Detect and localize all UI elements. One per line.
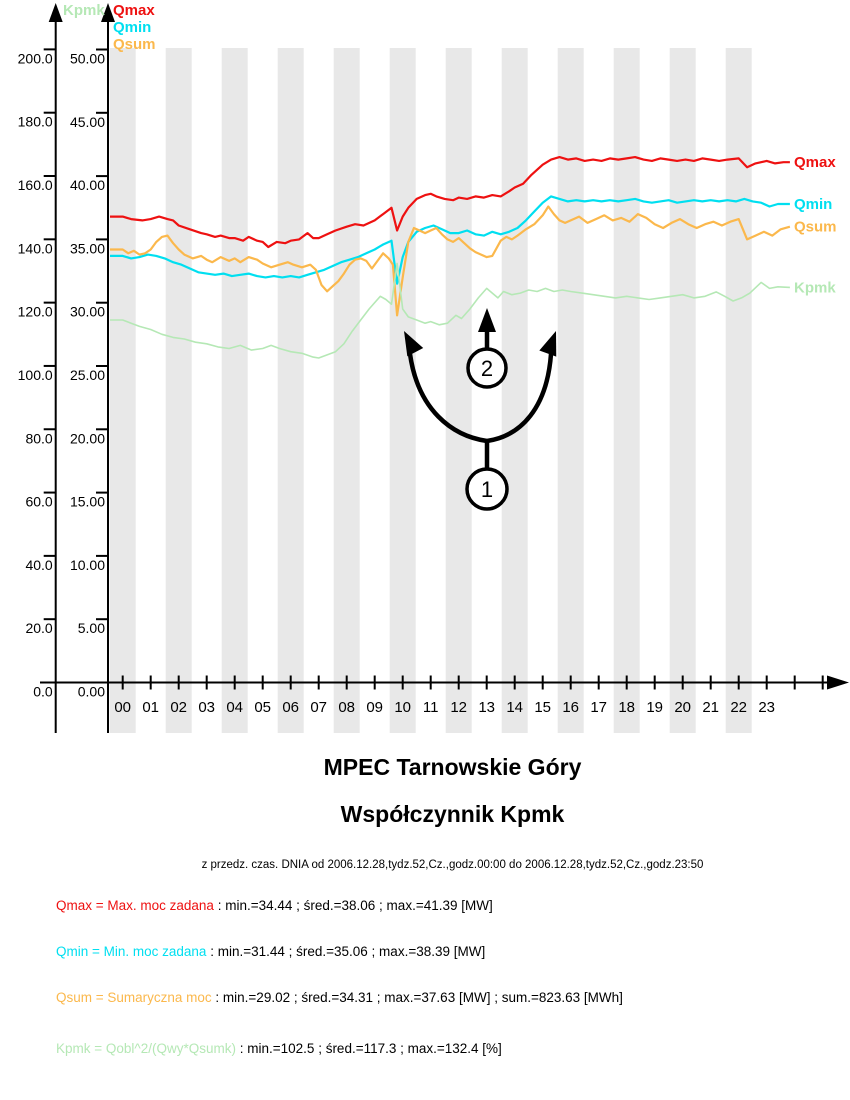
x-tick-label: 17 [590,699,607,716]
y-tick-label-left: 180.0 [18,114,53,130]
y-tick-label-right: 10.00 [70,557,105,573]
y-tick-label-left: 80.0 [25,430,52,446]
legend-kpmk-stats: : min.=102.5 ; śred.=117.3 ; max.=132.4 … [236,1041,502,1056]
x-tick-label: 15 [534,699,551,716]
hour-band [445,48,472,733]
y-tick-label-right: 0.00 [78,684,105,700]
y-tick-label-right: 45.00 [70,114,105,130]
x-tick-label: 06 [282,699,299,716]
legend-item-qmin: Qmin = Min. moc zadana : min.=31.44 ; śr… [56,944,485,959]
series-qmin [110,195,790,285]
x-tick-label: 23 [758,699,775,716]
legend-qmax-stats: : min.=34.44 ; śred.=38.06 ; max.=41.39 … [213,898,493,913]
hour-band [109,48,136,733]
legend-qmin-label: Qmin = Min. moc zadana [56,944,207,959]
hour-band [669,48,696,733]
legend-item-kpmk: Kpmk = Qobl^2/(Qwy*Qsumk) : min.=102.5 ;… [56,1041,502,1056]
x-tick-label: 21 [702,699,719,716]
x-tick-label: 10 [394,699,411,716]
annotation-circle [465,467,509,511]
x-tick-label: 07 [310,699,327,716]
hour-band [613,48,640,733]
x-tick-label: 18 [618,699,635,716]
legend-qmax-label: Qmax = Max. moc zadana [56,898,214,913]
x-tick-label: 22 [730,699,747,716]
annotation-arrowhead [478,308,496,332]
x-tick-label: 19 [646,699,663,716]
series-label-kpmk: Kpmk [794,279,836,296]
chart-title: MPEC Tarnowskie Góry [323,754,582,780]
y-tick-label-right: 20.00 [70,430,105,446]
y-tick-label-right: 30.00 [70,304,105,320]
x-tick-label: 14 [506,699,523,716]
x-tick-label: 02 [170,699,187,716]
series-label-qmin: Qmin [794,196,832,213]
x-tick-label: 11 [423,699,439,716]
right-axis-title: Qmax [113,2,155,19]
legend-qmin-stats: : min.=31.44 ; śred.=35.06 ; max.=38.39 … [206,944,486,959]
series-qmax [110,156,790,249]
legend-kpmk-label: Kpmk = Qobl^2/(Qwy*Qsumk) [56,1041,237,1056]
x-tick-label: 04 [226,699,243,716]
y-tick-label-left: 120.0 [18,304,53,320]
y-tick-label-left: 40.0 [25,557,52,573]
annotation-arrow [407,353,488,444]
series-label-qsum: Qsum [794,219,837,236]
hour-band [725,48,752,733]
annotation-number: 1 [481,477,493,502]
y-axis-right-arrow [101,3,115,22]
hour-band [333,48,360,733]
y-tick-label-right: 5.00 [78,620,105,636]
annotation-circle [466,347,508,389]
hour-band [277,48,304,733]
left-axis-title: Kpmk [63,2,105,19]
chart-plot: 0.0 20.0 40.0 60.0 80.0 100.0 120.0 140.0 160.0 1… [18,2,849,733]
x-tick-label: 01 [142,699,159,716]
x-tick-label: 03 [198,699,215,716]
y-tick-label-right: 50.00 [70,51,105,67]
x-tick-label: 09 [366,699,383,716]
y-tick-label-left: 160.0 [18,177,53,193]
legend-qsum-label: Qsum = Sumaryczna moc [56,990,212,1005]
hour-band [221,48,248,733]
x-tick-label: 13 [478,699,495,716]
x-tick-label: 16 [562,699,579,716]
series-kpmk [110,262,790,359]
x-axis-arrow [827,675,849,690]
series-qsum [110,205,791,317]
y-tick-label-right: 25.00 [70,367,105,383]
y-tick-label-left: 140.0 [18,240,53,256]
y-tick-label-left: 100.0 [18,367,53,383]
annotation-arrowhead [404,331,424,357]
legend-item-qsum: Qsum = Sumaryczna moc : min.=29.02 ; śre… [56,990,623,1005]
y-tick-label-left: 20.0 [25,620,52,636]
legend-qsum-stats: : min.=29.02 ; śred.=34.31 ; max.=37.63 … [211,990,623,1005]
x-tick-label: 08 [338,699,355,716]
right-axis-title: Qsum [113,36,156,53]
y-tick-label-left: 60.0 [25,494,52,510]
y-tick-label-right: 40.00 [70,177,105,193]
series-label-qmax: Qmax [794,154,836,171]
time-range-note: z przedz. czas. DNIA od 2006.12.28,tydz.… [201,859,704,871]
hour-band [501,48,528,733]
y-axis-left-arrow [48,3,63,22]
y-tick-label-left: 200.0 [18,50,53,66]
y-tick-label-left: 0.0 [33,684,53,700]
x-tick-label: 20 [674,699,691,716]
annotation-number: 2 [481,356,493,381]
y-tick-label-right: 35.00 [70,240,105,256]
hour-band [165,48,192,733]
annotation-arrowhead [539,331,557,357]
hour-band [557,48,584,733]
x-tick-label: 05 [254,699,271,716]
right-axis-title: Qmin [113,19,151,36]
x-tick-label: 00 [114,699,131,716]
annotation-arrow [486,353,554,444]
chart-subtitle: Współczynnik Kpmk [340,801,565,827]
y-tick-label-right: 15.00 [70,494,105,510]
x-tick-label: 12 [450,699,467,716]
hour-band [389,48,416,733]
legend-item-qmax: Qmax = Max. moc zadana : min.=34.44 ; śr… [56,898,493,913]
